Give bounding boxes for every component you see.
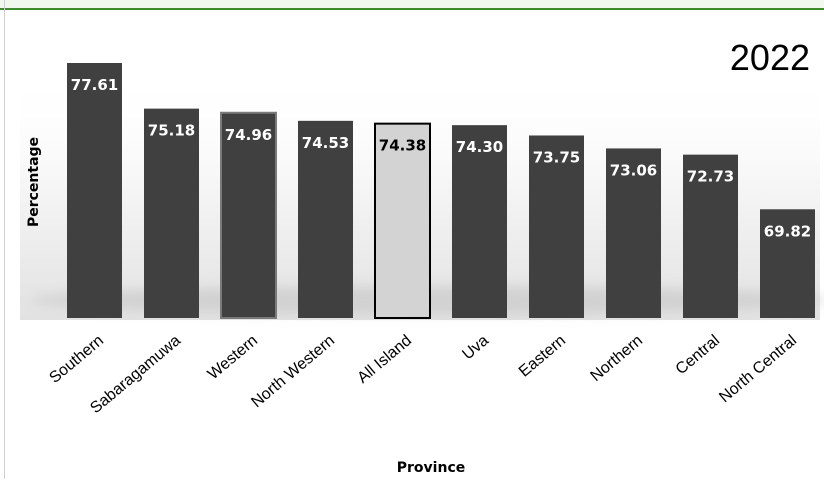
category-label-central: Central	[673, 332, 723, 378]
value-label-eastern: 73.75	[533, 148, 580, 166]
x-axis-title: Province	[397, 460, 465, 476]
value-label-central: 72.73	[687, 168, 734, 186]
value-label-north-western: 74.53	[302, 134, 349, 152]
bar-north-western	[298, 120, 353, 318]
chart-title: 2022	[730, 37, 810, 78]
bar-western	[220, 111, 277, 319]
category-label-uva: Uva	[459, 332, 492, 363]
category-label-all-island: All Island	[354, 332, 415, 387]
category-label-western: Western	[205, 332, 261, 383]
category-label-southern: Southern	[46, 332, 107, 387]
bar-north-central	[760, 209, 815, 318]
value-label-all-island: 74.38	[379, 137, 426, 155]
bar-central	[683, 154, 738, 318]
category-label-north-western: North Western	[248, 332, 338, 411]
top-border	[0, 0, 824, 10]
chart-frame	[4, 0, 821, 479]
value-labels-group: 77.61 75.18 74.96 74.53 74.38 74.30 73.75 73.06…	[71, 76, 811, 240]
bars-group	[67, 63, 815, 320]
category-label-northern: Northern	[587, 332, 646, 385]
bar-uva	[452, 125, 507, 318]
bar-all-island	[374, 122, 431, 320]
value-label-northern: 73.06	[610, 161, 657, 179]
value-label-north-central: 69.82	[764, 222, 811, 240]
value-label-western: 74.96	[225, 126, 272, 144]
bar-sabaragamuwa	[144, 108, 199, 318]
category-label-eastern: Eastern	[516, 332, 569, 380]
bar-northern	[606, 148, 661, 318]
bar-southern	[67, 63, 122, 318]
category-label-north-central: North Central	[716, 332, 800, 406]
value-label-southern: 77.61	[71, 76, 118, 94]
value-label-sabaragamuwa: 75.18	[148, 122, 195, 140]
bar-eastern	[529, 135, 584, 318]
y-axis-title: Percentage	[26, 137, 42, 227]
value-label-uva: 74.30	[456, 138, 503, 156]
